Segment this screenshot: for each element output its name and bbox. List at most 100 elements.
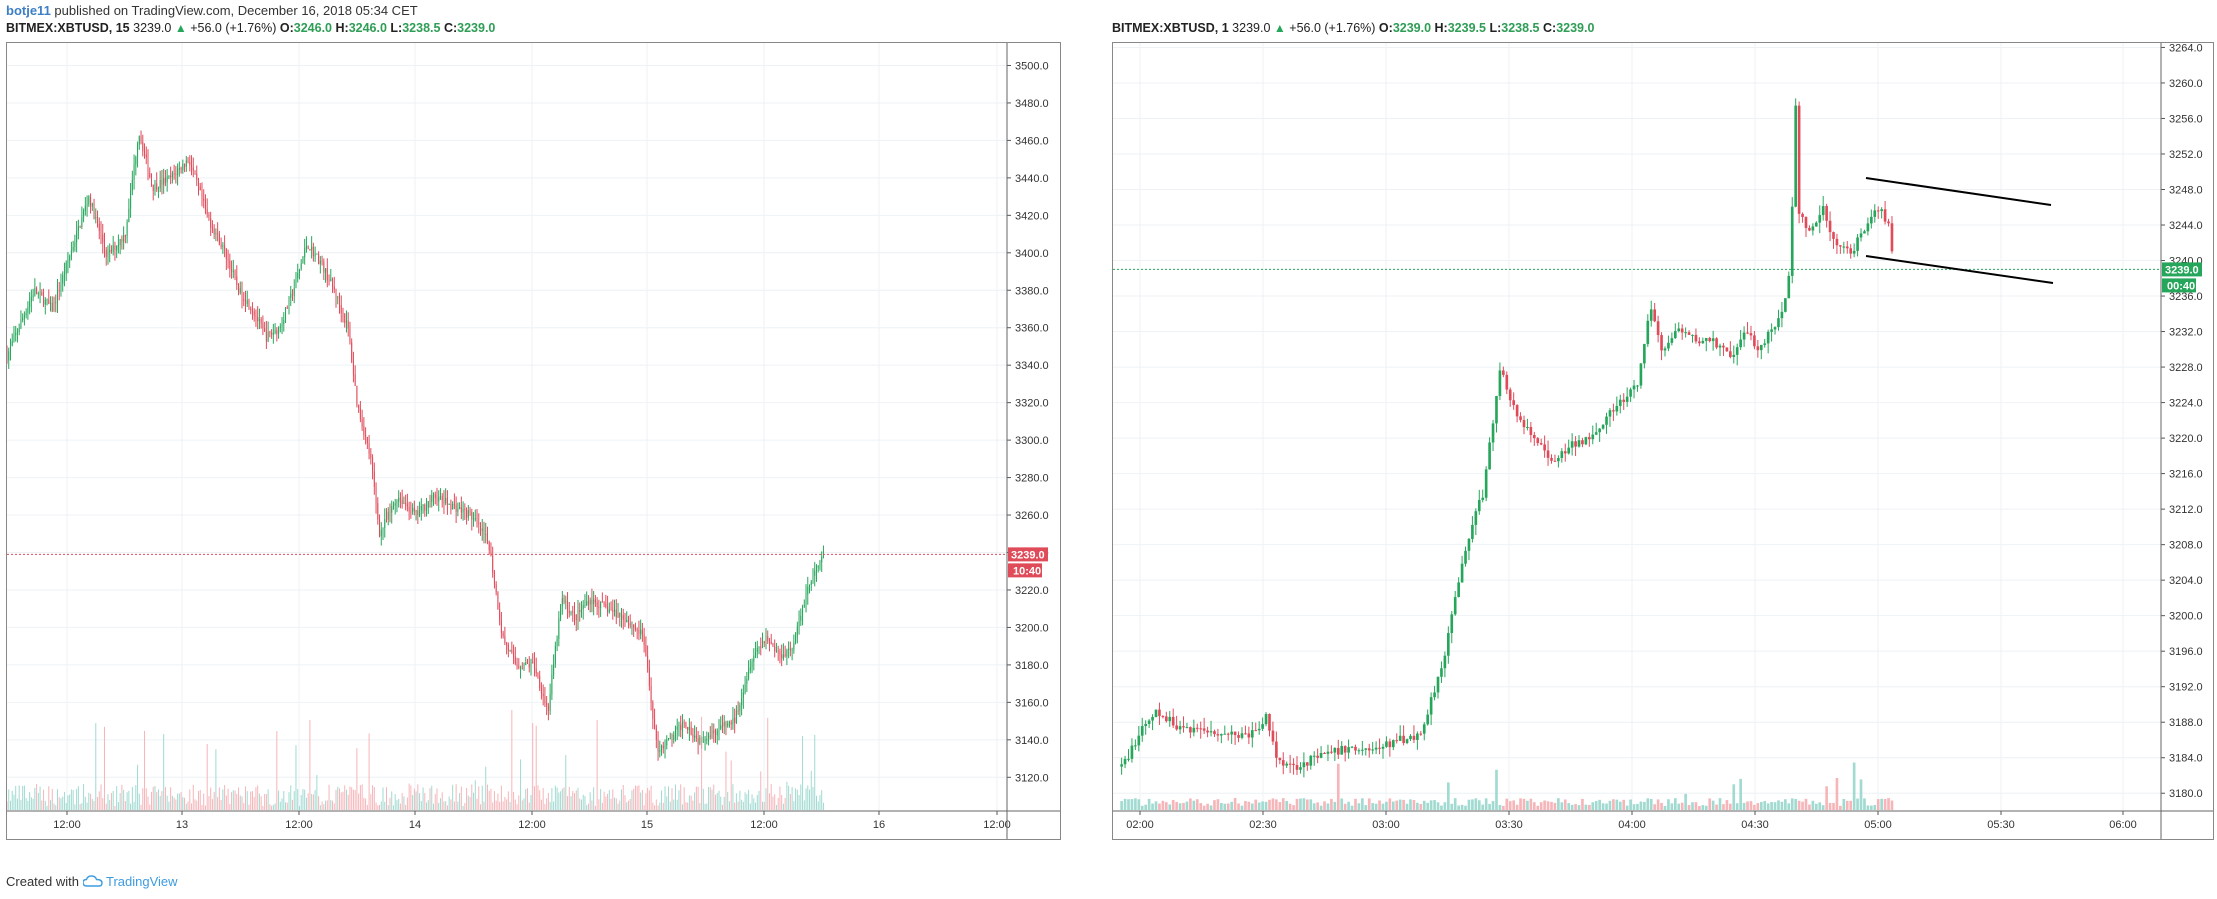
volume-bar	[532, 723, 534, 810]
volume-bar	[231, 792, 233, 810]
volume-bar	[634, 785, 636, 810]
author-link[interactable]: botje11	[6, 3, 51, 18]
candle-body	[392, 505, 394, 507]
candle-body	[473, 518, 475, 520]
volume-bar	[708, 786, 710, 810]
volume-bar	[279, 801, 281, 810]
tradingview-link[interactable]: TradingView	[106, 874, 178, 889]
volume-bar	[241, 796, 243, 810]
candle-body	[575, 614, 577, 621]
candle-body	[288, 297, 290, 309]
chart-panel-right[interactable]: 3180.0 3184.0 3188.0 3192.0 3196.0 3200.0 3204…	[1112, 42, 2214, 840]
candle-body	[584, 604, 586, 606]
volume-bar	[1405, 803, 1409, 810]
candle-body	[1285, 763, 1289, 766]
volume-bar	[1312, 803, 1316, 810]
candle-body	[789, 648, 791, 651]
volume-bar	[1584, 804, 1588, 810]
candle-body	[97, 216, 99, 224]
volume-bar	[83, 784, 85, 810]
y-tick-label: 3120.0	[1015, 772, 1049, 784]
volume-bar	[1845, 800, 1849, 810]
candle-body	[1711, 338, 1715, 342]
candle-body	[572, 611, 574, 613]
volume-bar	[70, 789, 72, 810]
candle-body	[1653, 309, 1656, 322]
volume-bar	[1281, 798, 1285, 810]
volume-bar	[368, 733, 370, 810]
volume-bar	[1168, 804, 1172, 810]
volume-bar	[65, 803, 67, 810]
volume-bar	[1739, 778, 1742, 810]
candle-body	[633, 624, 635, 628]
candle-body	[561, 598, 563, 606]
candle-body	[1591, 434, 1595, 440]
volume-bar	[194, 799, 196, 810]
volume-bar	[1336, 763, 1340, 810]
volume-bar	[549, 801, 551, 810]
volume-bar	[1361, 798, 1364, 810]
candle-body	[466, 509, 468, 518]
volume-bar	[1821, 805, 1825, 810]
volume-bar	[271, 805, 273, 810]
candle-body	[1887, 221, 1890, 224]
chart-left-svg[interactable]: 3120.03140.03160.03180.03200.03220.03240…	[6, 43, 1060, 839]
candle-body	[1842, 246, 1846, 248]
candle-body	[648, 667, 650, 686]
change-value: +56.0 (+1.76%)	[190, 21, 277, 35]
candle-body	[1656, 321, 1660, 336]
volume-bar	[347, 794, 349, 810]
volume-bar	[1388, 798, 1392, 810]
chart-panel-left[interactable]: 3120.03140.03160.03180.03200.03220.03240…	[6, 42, 1061, 840]
created-with-text: Created with	[6, 874, 79, 889]
candle-body	[157, 188, 159, 190]
volume-bar	[1608, 800, 1612, 810]
candle-body	[1220, 734, 1223, 736]
candle-body	[70, 250, 72, 257]
volume-bar	[161, 791, 163, 810]
candle-body	[471, 511, 473, 520]
candle-body	[1254, 730, 1258, 732]
candle-body	[1202, 728, 1206, 731]
volume-bar	[1784, 799, 1787, 810]
volume-bar	[516, 804, 518, 810]
volume-bar	[1625, 805, 1629, 810]
volume-bar	[1247, 801, 1251, 810]
volume-bar	[34, 787, 36, 810]
volume-bar	[116, 786, 118, 810]
volume-bar	[690, 795, 692, 810]
candle-body	[231, 269, 233, 272]
volume-bar	[204, 805, 206, 810]
volume-bar	[352, 789, 354, 810]
volume-bar	[805, 788, 807, 810]
volume-bar	[1753, 804, 1756, 810]
volume-bar	[286, 802, 288, 810]
candle-body	[271, 332, 273, 335]
volume-bar	[213, 792, 215, 810]
volume-bar	[758, 790, 760, 810]
candle-body	[1890, 223, 1894, 252]
chart-right-svg[interactable]: 3180.0 3184.0 3188.0 3192.0 3196.0 3200.0 3204…	[1113, 42, 2213, 839]
candle-body	[161, 179, 163, 185]
volume-bar	[1213, 800, 1216, 810]
volume-bar	[434, 794, 436, 810]
volume-bar	[171, 795, 173, 810]
candle-body	[309, 248, 311, 251]
candle-body	[1474, 511, 1478, 525]
candle-body	[1539, 443, 1543, 445]
volume-bar	[1612, 799, 1615, 810]
volume-bar	[138, 793, 140, 810]
candle-body	[359, 408, 361, 420]
candle-body	[1649, 309, 1653, 321]
volume-bar	[561, 788, 563, 810]
candle-body	[349, 328, 351, 343]
publication-line: botje11 published on TradingView.com, De…	[6, 3, 418, 18]
candle-body	[293, 288, 295, 296]
candle-body	[1639, 363, 1643, 386]
volume-bar	[467, 795, 469, 810]
candle-body	[1185, 727, 1189, 729]
candle-body	[361, 419, 363, 427]
volume-bar	[448, 796, 450, 810]
volume-bar	[445, 801, 447, 810]
volume-bar	[250, 791, 252, 810]
